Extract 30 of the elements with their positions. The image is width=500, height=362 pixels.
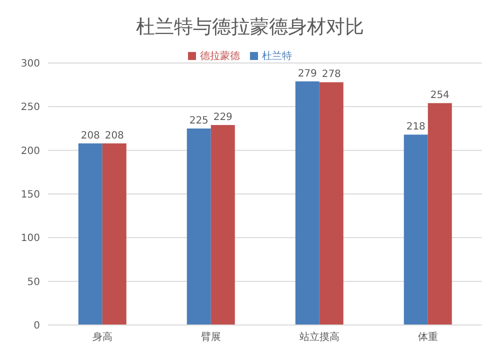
x-tick-label: 站立摸高 [299,331,340,344]
data-label: 208 [80,130,100,142]
bar [319,82,344,325]
chart-title: 杜兰特与德拉蒙德身材对比 [135,15,365,40]
data-label: 229 [213,112,232,124]
x-tick-label: 体重 [418,331,438,344]
bar [102,143,126,325]
y-tick-label: 250 [20,102,40,114]
y-tick-label: 0 [34,320,40,332]
y-tick-label: 150 [20,190,40,201]
data-label: 218 [406,122,426,133]
data-label: 254 [430,90,450,102]
data-label: 278 [322,69,341,80]
bar [78,143,102,325]
bar [210,125,235,325]
legend-label: 德拉蒙德 [200,51,240,62]
bar [186,128,211,325]
bar [404,134,428,325]
legend-label: 杜兰特 [262,51,292,62]
x-tick-label: 臂展 [200,331,221,344]
y-tick-label: 200 [20,146,40,157]
data-label: 279 [298,68,317,80]
y-tick-label: 50 [27,276,40,288]
bar [428,103,452,325]
bar [295,81,320,325]
x-tick-label: 身高 [92,331,112,344]
y-tick-label: 100 [20,233,40,244]
data-label: 208 [104,130,124,142]
data-label: 225 [189,116,208,126]
y-tick-label: 300 [20,58,40,70]
